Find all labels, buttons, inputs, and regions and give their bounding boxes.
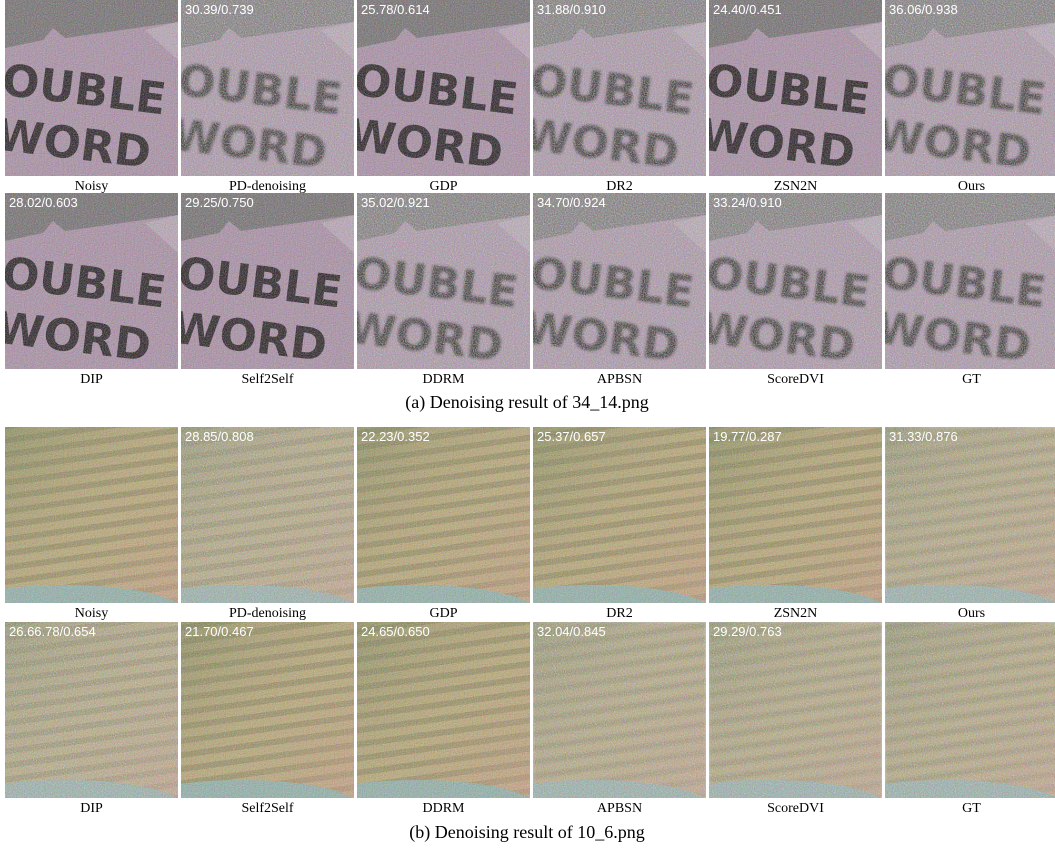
image-tile: OUBLEWORDGT bbox=[872, 193, 1055, 387]
panel-caption: (b) Denoising result of 10_6.png bbox=[409, 822, 644, 843]
image-noise bbox=[5, 622, 178, 798]
image-tile: OUBLEWORD31.88/0.910 DR2 bbox=[520, 0, 706, 194]
image-noise bbox=[181, 427, 354, 603]
image-noise bbox=[181, 193, 354, 369]
image-noise bbox=[885, 193, 1055, 369]
method-label: Self2Self bbox=[241, 372, 293, 387]
image-noise bbox=[357, 0, 530, 176]
method-label: Noisy bbox=[75, 179, 108, 194]
image-noise bbox=[5, 427, 178, 603]
image-noise bbox=[357, 622, 530, 798]
image-noise bbox=[533, 427, 706, 603]
method-label: GDP bbox=[429, 179, 457, 194]
image: OUBLEWORD bbox=[872, 193, 1055, 373]
image-tile: 26.66.78/0.654 DIP bbox=[0, 622, 185, 836]
image-noise bbox=[709, 622, 882, 798]
metric: 35.02/0.921 bbox=[361, 195, 430, 210]
image: OUBLEWORD bbox=[168, 0, 354, 180]
image-tile: OUBLEWORD24.40/0.451 ZSN2N bbox=[696, 0, 882, 194]
method-label: DDRM bbox=[422, 372, 465, 387]
method-label: Ours bbox=[958, 179, 985, 194]
metric: 28.02/0.603 bbox=[9, 195, 78, 210]
metric: 28.85/0.808 bbox=[185, 429, 254, 444]
metric: 19.77/0.287 bbox=[713, 429, 782, 444]
method-label: DR2 bbox=[606, 179, 632, 194]
metric: 29.29/0.763 bbox=[713, 624, 782, 639]
metric: 25.37/0.657 bbox=[537, 429, 606, 444]
image: OUBLEWORD bbox=[344, 193, 530, 373]
metric: 31.88/0.910 bbox=[537, 2, 606, 17]
image-noise bbox=[885, 0, 1055, 176]
method-label: Self2Self bbox=[241, 801, 293, 816]
method-label: ScoreDVI bbox=[767, 372, 824, 387]
method-label: GDP bbox=[429, 606, 457, 621]
image-tile: OUBLEWORD25.78/0.614 GDP bbox=[344, 0, 530, 194]
image-noise bbox=[357, 193, 530, 369]
method-label: ZSN2N bbox=[774, 606, 818, 621]
image: OUBLEWORD bbox=[696, 0, 882, 180]
method-label: GT bbox=[962, 372, 981, 387]
image-tile: OUBLEWORDNoisy bbox=[0, 0, 178, 194]
metric: 24.65/0.650 bbox=[361, 624, 430, 639]
image-tile: OUBLEWORD33.24/0.910 ScoreDVI bbox=[696, 193, 882, 387]
image-tile: OUBLEWORD29.25/0.750 Self2Self bbox=[168, 193, 354, 387]
image-noise bbox=[5, 0, 178, 176]
image-tile: OUBLEWORD28.02/0.603 DIP bbox=[0, 193, 178, 387]
image-noise bbox=[533, 622, 706, 798]
image: OUBLEWORD bbox=[520, 0, 706, 180]
metric: 30.39/0.739 bbox=[185, 2, 254, 17]
metric: 22.23/0.352 bbox=[361, 429, 430, 444]
image-noise bbox=[709, 427, 882, 603]
method-label: APBSN bbox=[597, 372, 642, 387]
image-noise bbox=[885, 427, 1055, 603]
metric: 33.24/0.910 bbox=[713, 195, 782, 210]
method-label: DR2 bbox=[606, 606, 632, 621]
image-noise bbox=[357, 427, 530, 603]
image: OUBLEWORD bbox=[344, 0, 530, 180]
image: OUBLEWORD bbox=[168, 193, 354, 373]
image-tile: OUBLEWORD34.70/0.924 APBSN bbox=[520, 193, 706, 387]
panel-caption: (a) Denoising result of 34_14.png bbox=[405, 392, 648, 413]
metric: 32.04/0.845 bbox=[537, 624, 606, 639]
image-noise bbox=[181, 0, 354, 176]
image-noise bbox=[885, 622, 1055, 798]
metric: 31.33/0.876 bbox=[889, 429, 958, 444]
image-noise bbox=[533, 0, 706, 176]
image: OUBLEWORD bbox=[872, 0, 1055, 180]
image-noise bbox=[709, 193, 882, 369]
metric: 34.70/0.924 bbox=[537, 195, 606, 210]
method-label: PD-denoising bbox=[229, 606, 306, 621]
method-label: PD-denoising bbox=[229, 179, 306, 194]
metric: 21.70/0.467 bbox=[185, 624, 254, 639]
image: OUBLEWORD bbox=[0, 193, 178, 373]
method-label: ScoreDVI bbox=[767, 801, 824, 816]
method-label: Noisy bbox=[75, 606, 108, 621]
image-noise bbox=[533, 193, 706, 369]
method-label: ZSN2N bbox=[774, 179, 818, 194]
method-label: DDRM bbox=[422, 801, 465, 816]
method-label: Ours bbox=[958, 606, 985, 621]
image-tile: Noisy bbox=[0, 427, 185, 641]
metric: 29.25/0.750 bbox=[185, 195, 254, 210]
metric: 24.40/0.451 bbox=[713, 2, 782, 17]
image-noise bbox=[709, 0, 882, 176]
image-noise bbox=[5, 193, 178, 369]
method-label: DIP bbox=[80, 372, 103, 387]
image: OUBLEWORD bbox=[696, 193, 882, 373]
image-tile: OUBLEWORD35.02/0.921 DDRM bbox=[344, 193, 530, 387]
image-noise bbox=[181, 622, 354, 798]
image-tile: OUBLEWORD36.06/0.938 Ours bbox=[872, 0, 1055, 194]
metric: 26.66.78/0.654 bbox=[9, 624, 96, 639]
image: OUBLEWORD bbox=[520, 193, 706, 373]
method-label: APBSN bbox=[597, 801, 642, 816]
image-tile: OUBLEWORD30.39/0.739 PD-denoising bbox=[168, 0, 354, 194]
figure: OUBLEWORDNoisyOUBLEWORD30.39/0.739PD-den… bbox=[0, 0, 1055, 854]
metric: 25.78/0.614 bbox=[361, 2, 430, 17]
method-label: DIP bbox=[80, 801, 103, 816]
image: OUBLEWORD bbox=[0, 0, 178, 180]
method-label: GT bbox=[962, 801, 981, 816]
metric: 36.06/0.938 bbox=[889, 2, 958, 17]
